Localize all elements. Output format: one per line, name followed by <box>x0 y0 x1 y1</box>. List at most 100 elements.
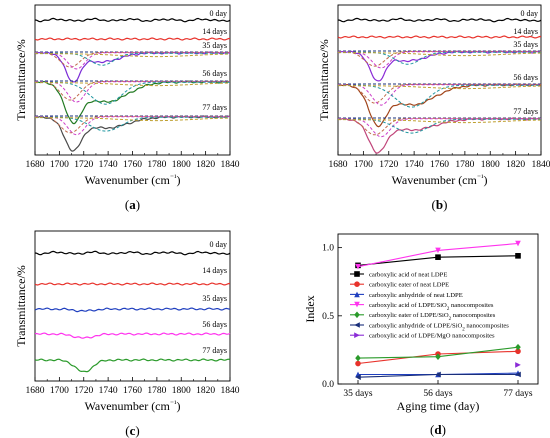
series-label: 56 days <box>202 320 227 329</box>
y-axis-title: Transmittance/% <box>14 39 28 121</box>
legend-label: carboxylic acid of neat LDPE <box>369 271 447 278</box>
series-label: 0 day <box>520 9 538 18</box>
x-tick-label: 1680 <box>329 160 348 170</box>
fit-component-line <box>337 117 541 136</box>
fit-component-line <box>35 53 231 58</box>
fit-component-line <box>338 85 542 90</box>
legend-marker <box>354 332 360 338</box>
series-label: 35 days <box>513 40 538 49</box>
data-point <box>355 374 361 380</box>
series-label: 14 days <box>513 27 538 36</box>
x-tick-label: 1800 <box>172 386 191 396</box>
legend-marker <box>354 271 360 277</box>
y-tick-label: 1.0 <box>322 244 334 254</box>
x-tick-label: 1680 <box>26 160 45 170</box>
y-axis-title: Transmittance/% <box>14 265 28 347</box>
spectrum-line <box>34 250 231 256</box>
series-label: 56 days <box>202 69 227 78</box>
series-label: 0 day <box>209 9 227 18</box>
plot-frame <box>34 4 231 156</box>
fit-component-line <box>338 51 541 69</box>
y-tick-label: 0.5 <box>322 312 334 322</box>
x-axis-title: Wavenumber (cm⁻¹) <box>85 399 181 414</box>
series-label: 35 days <box>202 41 227 50</box>
spectrum-line <box>337 117 542 154</box>
fit-component-line <box>34 80 230 101</box>
data-point <box>515 343 521 351</box>
legend-marker <box>354 301 360 308</box>
x-tick-label: 1820 <box>506 160 525 170</box>
x-tick-label: 1740 <box>405 160 424 170</box>
fit-component-line <box>338 52 542 57</box>
data-point <box>355 263 361 270</box>
spectrum-line <box>337 50 542 82</box>
legend-marker <box>354 322 360 328</box>
fit-component-line <box>338 51 541 65</box>
fit-component-line <box>35 51 230 68</box>
series-label: 77 days <box>202 103 227 112</box>
x-tick-label: 1800 <box>481 160 500 170</box>
data-point <box>515 371 521 378</box>
panel-label: (a) <box>125 197 140 212</box>
x-tick-label: 1720 <box>379 160 398 170</box>
legend-marker <box>354 291 360 298</box>
data-point <box>355 354 361 362</box>
spectrum-line <box>337 17 542 23</box>
x-tick-label: 1680 <box>26 386 45 396</box>
legend-label: carboxylic anhydride of neat LDPE <box>369 292 463 299</box>
spectra-panel: 1680 1700 1720 1740 1760 1780 1800 1820 1840 Wave… <box>14 230 240 438</box>
fit-component-line <box>34 115 230 134</box>
x-tick-label: 1820 <box>196 160 215 170</box>
legend-label: carboxylic eater of neat LDPE <box>369 282 449 289</box>
spectrum-line <box>34 115 231 152</box>
spectrum-line <box>337 35 542 39</box>
x-tick-label: 1720 <box>74 160 93 170</box>
legend-label: carboxylic acid of LDPE/MgO nanocomposit… <box>369 333 495 340</box>
x-tick-label: 1800 <box>172 160 191 170</box>
legend-marker <box>354 281 360 288</box>
fit-component-line <box>338 119 542 124</box>
series-label: 14 days <box>202 27 227 36</box>
legend: carboxylic acid of neat LDPE carboxylic e… <box>350 271 509 340</box>
legend-label: carboxylic anhydride of LDPE/SiO2 nanoco… <box>369 322 509 332</box>
data-point <box>435 371 441 378</box>
x-tick-label: 1700 <box>354 160 373 170</box>
spectrum-line <box>34 332 231 339</box>
data-point <box>515 362 521 368</box>
y-tick-label: 0.0 <box>322 380 334 390</box>
spectrum-line <box>34 17 231 23</box>
fit-component-line <box>35 81 230 103</box>
series-label: 0 day <box>209 240 227 249</box>
x-axis-title: Wavenumber (cm⁻¹) <box>392 173 488 188</box>
panel-label: (b) <box>432 197 448 212</box>
chart-layer: 1680 1700 1720 1740 1760 1780 1800 1820 1840 Wave… <box>14 4 550 438</box>
x-axis-title: Aging time (day) <box>397 399 480 413</box>
index-panel: 0.0 0.5 1.0 35 days 56 days 77 days Aging time… <box>303 233 539 437</box>
y-axis-title: Index <box>303 295 317 322</box>
data-point <box>435 353 441 361</box>
x-tick-label: 35 days <box>343 389 373 399</box>
x-tick-label: 1700 <box>50 386 69 396</box>
x-tick-label: 1840 <box>221 160 240 170</box>
x-tick-label: 1840 <box>221 386 240 396</box>
legend-marker <box>354 311 360 319</box>
data-point <box>355 360 361 367</box>
x-tick-label: 1740 <box>99 160 118 170</box>
x-tick-label: 1780 <box>455 160 474 170</box>
x-tick-label: 1720 <box>74 386 93 396</box>
panel-label: (c) <box>125 423 139 438</box>
data-point <box>515 253 521 259</box>
legend-label: carboxylic acid of LDPE/SiO2 nanocomposi… <box>369 302 494 312</box>
fit-component-line <box>35 117 231 122</box>
spectra-panel: 1680 1700 1720 1740 1760 1780 1800 1820 1840 Wave… <box>317 4 550 212</box>
x-tick-label: 1760 <box>430 160 449 170</box>
legend-label: carboxylic eater of LDPE/SiO2 nanocompos… <box>369 312 496 322</box>
fit-component-line <box>35 82 231 87</box>
data-point <box>435 254 441 260</box>
series-label: 14 days <box>202 266 227 275</box>
spectrum-line <box>34 282 231 286</box>
x-tick-label: 1740 <box>99 386 118 396</box>
x-tick-label: 1760 <box>123 160 142 170</box>
x-tick-label: 56 days <box>423 389 453 399</box>
x-tick-label: 1760 <box>123 386 142 396</box>
